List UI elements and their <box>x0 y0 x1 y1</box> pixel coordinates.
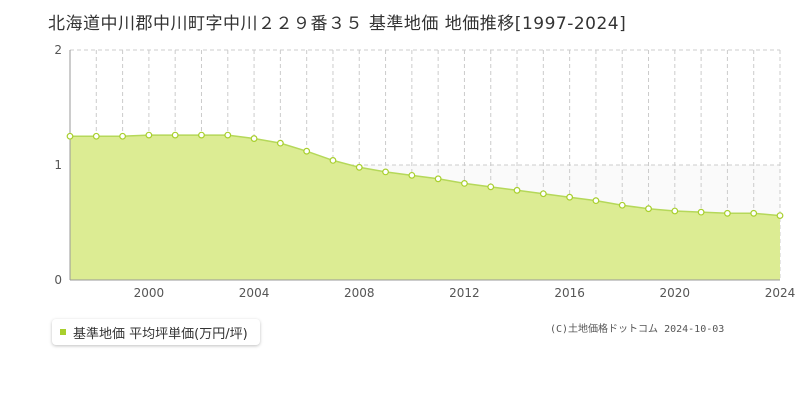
legend: 基準地価 平均坪単価(万円/坪) <box>52 319 260 345</box>
data-point <box>276 139 284 147</box>
data-point <box>566 193 574 201</box>
series-area <box>70 135 780 280</box>
x-tick-label: 2004 <box>239 286 270 300</box>
y-tick-label: 1 <box>54 158 62 172</box>
data-point <box>434 175 442 183</box>
data-point <box>382 168 389 176</box>
data-point <box>171 131 179 139</box>
data-point <box>724 209 731 217</box>
page-title: 北海道中川郡中川町字中川２２９番３５ 基準地価 地価推移[1997-2024] <box>48 14 627 34</box>
data-point <box>671 207 679 215</box>
data-point <box>750 209 758 217</box>
data-point <box>776 212 784 220</box>
data-point <box>145 131 153 139</box>
axes <box>69 50 780 281</box>
data-point <box>487 183 495 191</box>
data-point <box>198 131 205 139</box>
data-point <box>408 171 416 179</box>
y-tick-label: 2 <box>54 43 62 57</box>
x-tick-label: 2000 <box>134 286 165 300</box>
x-tick-label: 2016 <box>554 286 585 300</box>
x-tick-label: 2008 <box>344 286 375 300</box>
series-line <box>70 134 781 217</box>
data-point <box>66 132 74 140</box>
x-tick-label: 2012 <box>449 286 480 300</box>
y-tick-labels: 0 1 2 <box>54 43 62 287</box>
data-point <box>329 156 337 164</box>
data-point <box>250 135 258 142</box>
data-point <box>224 131 232 139</box>
data-point <box>592 197 600 205</box>
copyright-text: (C)土地価格ドットコム 2024-10-03 <box>550 324 725 335</box>
data-point <box>355 163 363 171</box>
data-point <box>92 132 100 140</box>
data-point <box>303 147 311 155</box>
data-point <box>697 208 705 216</box>
legend-swatch <box>60 329 66 335</box>
data-point <box>461 179 468 187</box>
data-point <box>539 190 547 198</box>
data-point <box>119 132 126 140</box>
y-tick-label: 0 <box>54 273 62 287</box>
data-point <box>645 205 652 213</box>
x-tick-label: 2024 <box>765 286 796 300</box>
data-point <box>513 186 521 194</box>
data-point <box>618 201 626 209</box>
x-tick-label: 2020 <box>660 286 691 300</box>
x-tick-labels: 2000 2004 2008 2012 2016 2020 2024 <box>134 286 796 300</box>
legend-label: 基準地価 平均坪単価(万円/坪) <box>73 326 248 342</box>
data-points <box>66 131 784 220</box>
